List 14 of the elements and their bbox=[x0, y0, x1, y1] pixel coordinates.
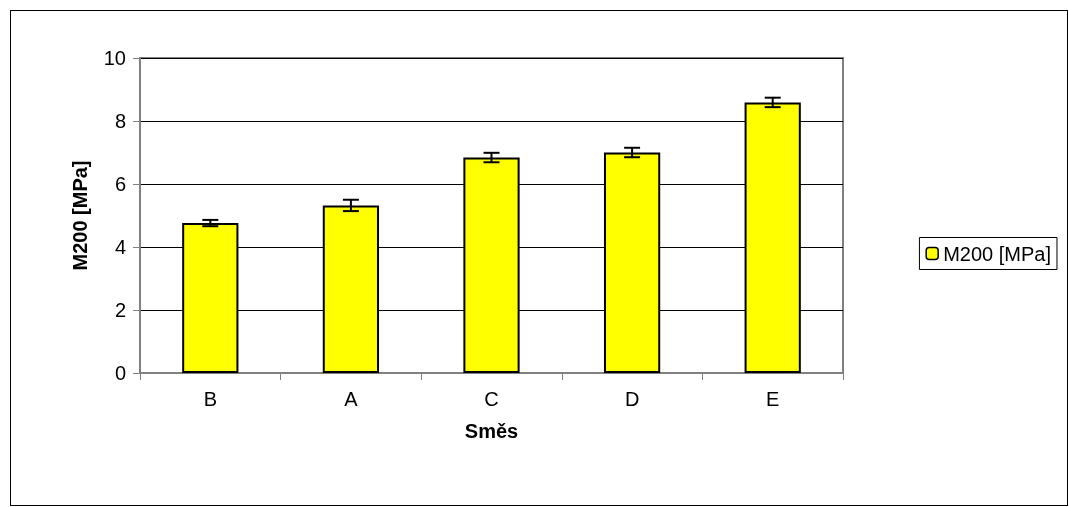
x-tick-label: B bbox=[203, 388, 217, 410]
y-tick-label: 8 bbox=[114, 110, 126, 132]
y-tick-label: 6 bbox=[114, 173, 126, 195]
x-axis-title: Směs bbox=[464, 420, 519, 442]
x-tick-label: E bbox=[766, 388, 780, 410]
y-tick-label: 2 bbox=[114, 299, 126, 321]
x-tick-label: A bbox=[344, 388, 359, 410]
x-tick-label: C bbox=[484, 388, 499, 410]
legend-label: M200 [MPa] bbox=[943, 242, 1052, 265]
y-axis-title: M200 [MPa] bbox=[69, 160, 91, 271]
y-tick-label: 0 bbox=[114, 362, 126, 384]
y-tick-label: 10 bbox=[103, 47, 126, 69]
x-tick-label: D bbox=[624, 388, 640, 410]
y-tick-label: 4 bbox=[114, 236, 126, 258]
